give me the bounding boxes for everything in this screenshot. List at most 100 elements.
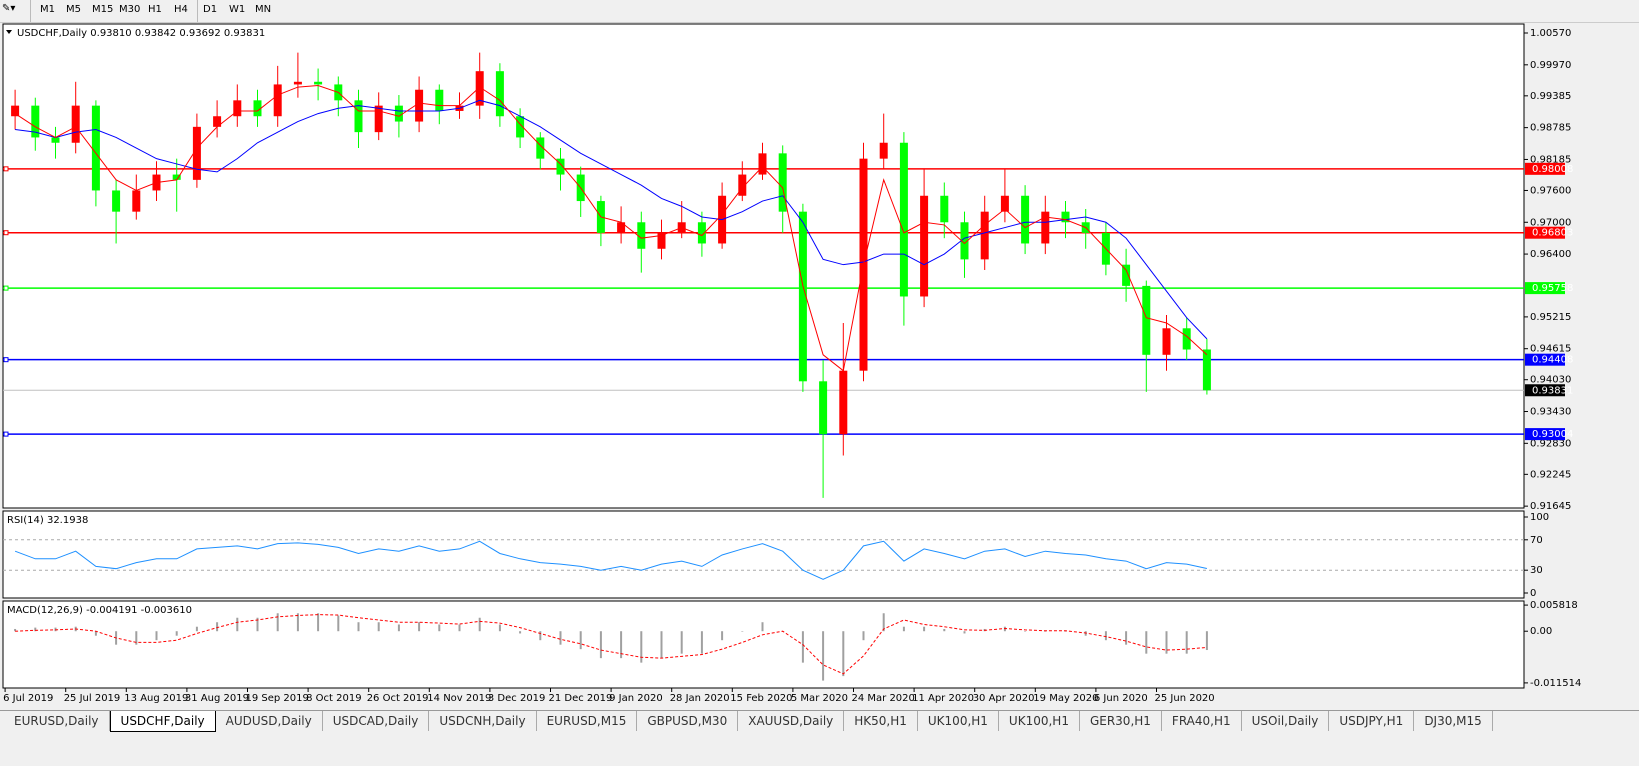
macd-bar xyxy=(579,631,582,650)
x-tick-label: 30 Apr 2020 xyxy=(973,693,1035,704)
candle-body xyxy=(879,142,888,159)
candle-body xyxy=(819,381,828,435)
level-label: 0.94408 xyxy=(1532,355,1573,366)
chart: 1.00570 0.99970 0.99385 0.98785 0.98185 0.976… xyxy=(2,23,1581,704)
timeframe-button[interactable]: MN xyxy=(255,4,272,15)
chart-tab[interactable]: USOil,Daily xyxy=(1242,711,1330,731)
x-tick-label: 8 Oct 2019 xyxy=(306,693,361,704)
chart-tab[interactable]: FRA40,H1 xyxy=(1162,711,1242,731)
macd-bar xyxy=(1145,631,1148,654)
macd-bar xyxy=(498,624,501,632)
candle-body xyxy=(435,89,444,111)
chart-tab[interactable]: HK50,H1 xyxy=(844,711,918,731)
macd-bar xyxy=(822,631,825,681)
chart-tab[interactable]: USDJPY,H1 xyxy=(1329,711,1415,731)
level-handle xyxy=(3,166,9,172)
level-label: 0.96803 xyxy=(1532,228,1573,239)
x-tick-label: 21 Dec 2019 xyxy=(549,693,613,704)
candle-body xyxy=(1061,211,1070,223)
macd-bar xyxy=(1104,631,1107,641)
panel-frame xyxy=(2,23,1525,509)
level-label: 0.93004 xyxy=(1532,429,1573,440)
x-tick-label: 24 Mar 2020 xyxy=(852,693,915,704)
timeframe-button[interactable]: H4 xyxy=(174,4,188,15)
chart-tab[interactable]: GBPUSD,M30 xyxy=(637,711,739,731)
candle-body xyxy=(1202,349,1211,391)
candle-body xyxy=(798,211,807,382)
chart-tab[interactable]: XAUUSD,Daily xyxy=(738,711,845,731)
x-tick-label: 26 Oct 2019 xyxy=(367,693,429,704)
x-tick-label: 14 Nov 2019 xyxy=(427,693,491,704)
candle-body xyxy=(738,174,747,196)
tab-bar: EURUSD,Daily USDCHF,Daily AUDUSD,Daily USDC… xyxy=(0,710,1639,766)
chart-tab[interactable]: USDCNH,Daily xyxy=(429,711,537,731)
macd-bar xyxy=(135,631,138,645)
chart-tab[interactable]: AUDUSD,Daily xyxy=(216,711,323,731)
candle-body xyxy=(920,195,929,297)
moving-average xyxy=(14,84,1208,372)
candle-body xyxy=(132,190,141,212)
macd-bar xyxy=(700,631,703,654)
macd-bar xyxy=(559,631,562,645)
x-tick-label: 13 Aug 2019 xyxy=(124,693,188,704)
candle-body xyxy=(899,142,908,297)
chart-tab[interactable]: EURUSD,Daily xyxy=(4,711,110,731)
macd-bar xyxy=(175,631,178,636)
macd-bar xyxy=(1165,631,1168,654)
y-tick-label: 0.95215 xyxy=(1530,312,1571,323)
y-tick-label: 0.92830 xyxy=(1530,438,1571,449)
y-tick-label: 0.93430 xyxy=(1530,407,1571,418)
tool-icon[interactable]: ✎▾ xyxy=(2,3,16,14)
y-tick-label: 0.91645 xyxy=(1530,501,1571,512)
y-tick-label: 0.97600 xyxy=(1530,185,1571,196)
chart-tab[interactable]: UK100,H1 xyxy=(918,711,999,731)
chart-tab[interactable]: USDCAD,Daily xyxy=(323,711,430,731)
chart-tab[interactable]: UK100,H1 xyxy=(999,711,1080,731)
timeframe-button[interactable]: M1 xyxy=(40,4,55,15)
title-arrow xyxy=(6,30,12,34)
macd-bar xyxy=(943,628,946,632)
panel-title: MACD(12,26,9) -0.004191 -0.003610 xyxy=(7,605,192,616)
macd-bar xyxy=(478,617,481,632)
moving-average xyxy=(15,99,1208,340)
y-tick-label: 0.00 xyxy=(1530,626,1552,637)
panel-frame xyxy=(2,600,1525,689)
candle-body xyxy=(172,174,181,180)
toolbar: ✎▾ M1 M5 M15 M30 H1 H4 D1 W1 MN xyxy=(0,0,1639,23)
timeframe-button[interactable]: M30 xyxy=(119,4,141,15)
chart-tab[interactable]: GER30,H1 xyxy=(1080,711,1162,731)
y-tick-label: 0.98185 xyxy=(1530,154,1571,165)
macd-bar xyxy=(337,615,340,632)
timeframe-button[interactable]: M15 xyxy=(92,4,114,15)
timeframe-button[interactable]: M5 xyxy=(66,4,81,15)
level-handle xyxy=(3,357,9,363)
x-tick-label: 11 Apr 2020 xyxy=(912,693,974,704)
macd-bar xyxy=(418,622,421,632)
macd-bar xyxy=(539,631,542,641)
chart-tab[interactable]: DJ30,M15 xyxy=(1414,711,1493,731)
chart-tab[interactable]: USDCHF,Daily xyxy=(109,711,216,732)
candle-body xyxy=(1041,211,1050,244)
y-tick-label: 0.97000 xyxy=(1530,217,1571,228)
timeframe-button[interactable]: H1 xyxy=(148,4,162,15)
macd-bar xyxy=(14,628,17,632)
macd-bar xyxy=(1125,631,1128,645)
macd-bar xyxy=(377,622,380,632)
candle-body xyxy=(1162,328,1171,355)
macd-bar xyxy=(761,622,764,632)
candle-body xyxy=(940,195,949,223)
x-tick-label: 19 Sep 2019 xyxy=(246,693,309,704)
macd-bar xyxy=(862,631,865,641)
candle-body xyxy=(273,84,282,117)
candle-body xyxy=(293,81,302,85)
macd-bar xyxy=(599,631,602,659)
x-tick-label: 9 Jan 2020 xyxy=(609,693,663,704)
timeframe-button[interactable]: W1 xyxy=(229,4,246,15)
chart-tab[interactable]: EURUSD,M15 xyxy=(537,711,638,731)
timeframe-button[interactable]: D1 xyxy=(203,4,218,15)
level-label-bg xyxy=(1525,353,1565,366)
x-tick-label: 31 Aug 2019 xyxy=(185,693,249,704)
candle-body xyxy=(617,222,626,233)
candle-body xyxy=(31,105,40,138)
y-tick-label: 0.98785 xyxy=(1530,123,1571,134)
